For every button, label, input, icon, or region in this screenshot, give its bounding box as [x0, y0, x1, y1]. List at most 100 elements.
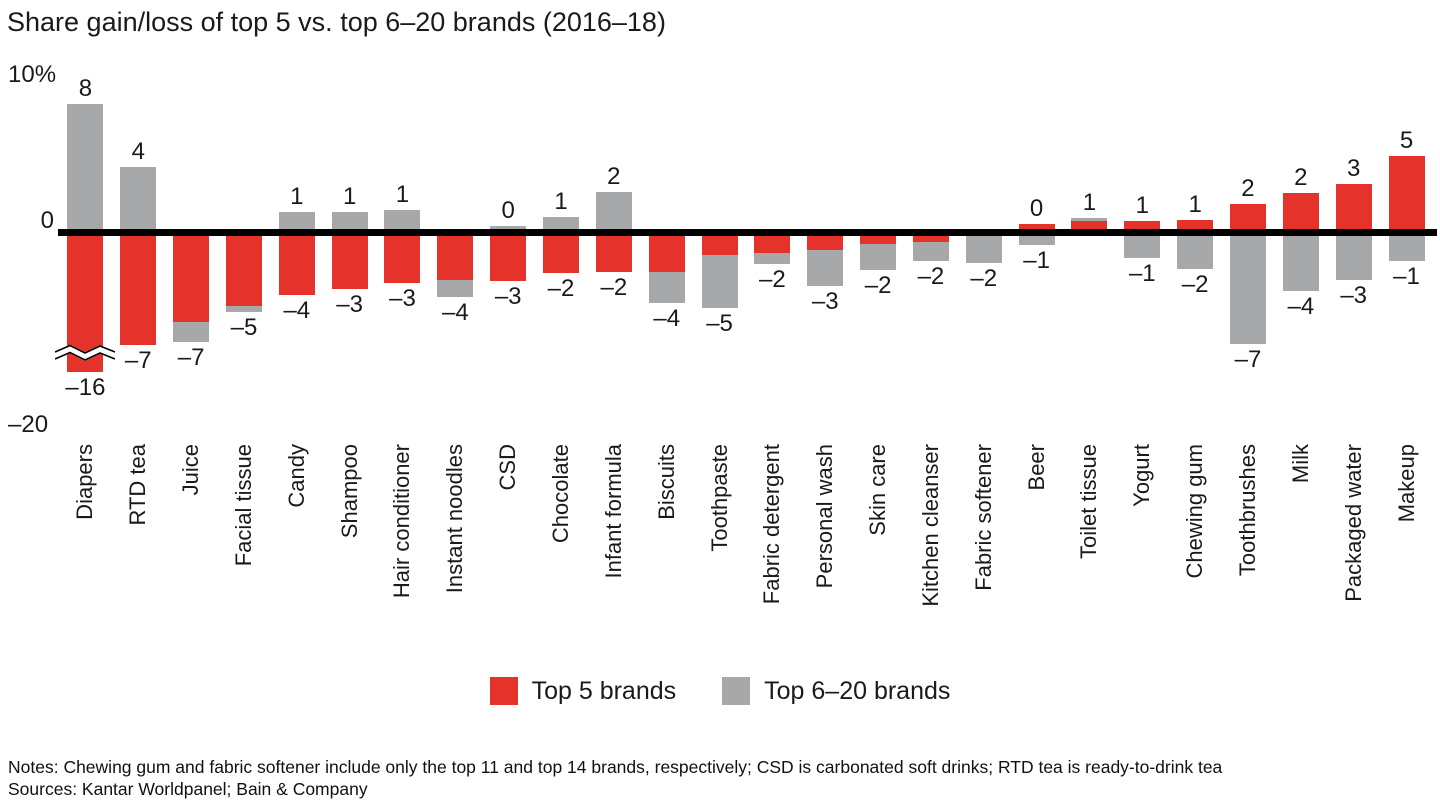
category-column: –2 Kitchen cleanser [905, 0, 958, 660]
category-column: –2 Fabric softener [957, 0, 1010, 660]
bar-segment-top5 [1124, 221, 1161, 229]
category-label: Yogurt [1129, 444, 1155, 507]
bar-segment-top620 [1335, 236, 1372, 280]
category-label: Shampoo [336, 444, 362, 539]
bar-segment-top5 [1018, 224, 1055, 229]
legend-swatch-top620 [722, 677, 751, 705]
category-label: Fabric detergent [759, 444, 785, 605]
chart-title: Share gain/loss of top 5 vs. top 6–20 br… [7, 7, 666, 37]
bar-segment-top620 [701, 254, 738, 308]
category-label: Infant formula [600, 444, 626, 579]
bar-segment-top5 [173, 236, 210, 322]
category-column: 8 –16 Diapers [53, 0, 117, 660]
value-label-below: –1 [1393, 263, 1420, 290]
category-column: –5 Toothpaste [693, 0, 746, 660]
bar-segment-top620 [1124, 236, 1161, 258]
value-label-above: 1 [1082, 189, 1097, 217]
bar-segment-top620 [173, 321, 210, 343]
bar-segment-top5 [331, 236, 368, 289]
bar-segment-top620 [1018, 236, 1055, 246]
bar-segment-top5 [225, 236, 262, 307]
legend-item-top5: Top 5 brands [489, 676, 677, 706]
value-label-above: 2 [607, 162, 621, 190]
bar-segment-top5 [860, 236, 897, 244]
value-label-below: –3 [811, 287, 839, 315]
bar-segment-top620 [67, 104, 104, 229]
category-column: 2 –2 Infant formula [587, 0, 640, 660]
category-column: 1 –3 Hair conditioner [376, 0, 429, 660]
category-column: 1 –4 Candy [270, 0, 323, 660]
value-label-above: 1 [395, 181, 410, 209]
category-label: Instant noodles [442, 444, 468, 594]
bar-segment-top620 [1177, 236, 1214, 269]
category-column: 2 –7 Toothbrushes [1222, 0, 1275, 660]
value-label-below: –7 [177, 344, 205, 372]
category-column: –2 Fabric detergent [746, 0, 799, 660]
category-label: CSD [495, 444, 521, 491]
value-label-below: –1 [1128, 259, 1156, 287]
category-label: Facial tissue [230, 444, 256, 567]
y-axis-tick-minus20: –20 [8, 411, 49, 438]
bar-segment-top5 [1282, 193, 1319, 229]
bar-segment-top5 [701, 236, 738, 255]
category-column: –2 Skin care [852, 0, 905, 660]
value-label-below: –4 [1287, 292, 1315, 320]
bar-segment-top620 [1071, 218, 1108, 222]
zero-axis-line [58, 229, 1437, 236]
bar-segment-top620 [437, 279, 474, 297]
category-column: 0 –1 Beer [1010, 0, 1063, 660]
category-column: 3 –3 Packaged water [1327, 0, 1380, 660]
bar-segment-top620 [595, 191, 632, 229]
y-axis-tick-10pct: 10% [8, 61, 57, 88]
legend-label-top620: Top 6–20 brands [764, 677, 951, 705]
y-axis-tick-zero: 0 [40, 207, 54, 234]
bar-segment-top620 [120, 166, 157, 229]
value-label-below: –1 [1023, 247, 1050, 275]
category-label: Juice [178, 444, 204, 496]
value-label-below: –2 [970, 264, 998, 292]
bar-segment-top620 [278, 211, 315, 229]
value-label-below: –7 [1234, 345, 1262, 373]
category-label: Toilet tissue [1076, 444, 1102, 559]
value-label-above: 0 [1029, 195, 1044, 223]
legend-item-top620: Top 6–20 brands [722, 676, 950, 706]
bar-segment-top620 [754, 253, 791, 265]
bar-segment-top5 [1335, 183, 1372, 229]
value-label-above: 5 [1399, 126, 1414, 154]
category-label: Milk [1287, 444, 1313, 484]
value-label-below: –2 [547, 275, 575, 303]
category-label: RTD tea [125, 444, 151, 526]
value-label-below: –3 [494, 283, 522, 311]
value-label-below: –3 [389, 284, 416, 312]
axis-break-icon [53, 343, 117, 363]
value-label-above: 1 [1135, 192, 1149, 220]
value-label-below: –2 [917, 263, 945, 290]
value-label-below: –2 [600, 273, 628, 301]
bar-segment-top5 [120, 236, 157, 346]
bar-segment-top620 [543, 216, 580, 229]
bar-segment-top5 [754, 236, 791, 254]
bar-segment-top620 [860, 243, 897, 271]
category-label: Toothpaste [706, 444, 732, 552]
value-label-below: –2 [1181, 270, 1209, 298]
category-column: 0 –3 CSD [482, 0, 535, 660]
bar-segment-top5 [384, 236, 421, 283]
bar-segment-top620 [384, 210, 421, 229]
value-label-above: 0 [501, 196, 515, 224]
legend: Top 5 brands Top 6–20 brands [0, 676, 1440, 706]
category-column: –4 Biscuits [640, 0, 693, 660]
bar-segment-top5 [490, 236, 527, 282]
sources-line: Sources: Kantar Worldpanel; Bain & Compa… [8, 778, 368, 799]
bar-segment-top5 [1071, 221, 1108, 229]
value-label-above: 2 [1294, 164, 1308, 192]
category-label: Skin care [865, 444, 891, 536]
category-label: Candy [283, 444, 309, 508]
category-column: 1 –2 Chocolate [535, 0, 588, 660]
category-column: 1 –2 Chewing gum [1169, 0, 1222, 660]
legend-label-top5: Top 5 brands [531, 677, 677, 705]
bar-segment-top620 [1229, 236, 1266, 344]
bar-segment-top620 [490, 225, 527, 229]
category-column: 5 –1 Makeup [1380, 0, 1433, 660]
category-column: 4 –7 RTD tea [112, 0, 165, 660]
value-label-above: 3 [1346, 154, 1361, 182]
